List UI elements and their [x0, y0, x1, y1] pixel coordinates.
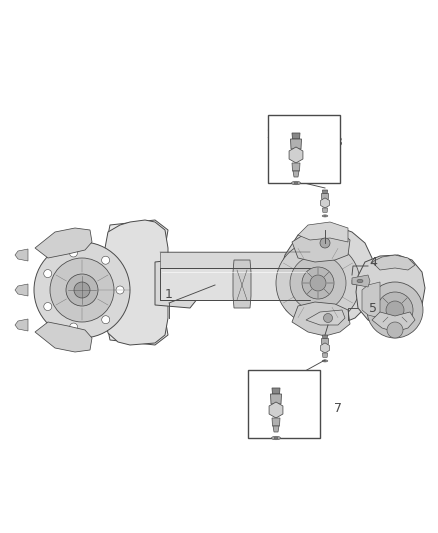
- Circle shape: [302, 267, 334, 299]
- Polygon shape: [233, 260, 251, 308]
- Polygon shape: [322, 190, 328, 193]
- Polygon shape: [368, 265, 384, 298]
- Polygon shape: [292, 228, 350, 262]
- Bar: [248, 370, 320, 438]
- Circle shape: [386, 301, 404, 319]
- Polygon shape: [298, 222, 348, 242]
- Polygon shape: [108, 220, 168, 255]
- Text: 5: 5: [369, 302, 377, 314]
- Polygon shape: [160, 268, 310, 300]
- Circle shape: [290, 255, 346, 311]
- Ellipse shape: [357, 280, 363, 284]
- Circle shape: [377, 292, 413, 328]
- Ellipse shape: [292, 181, 300, 185]
- Polygon shape: [108, 310, 168, 345]
- Circle shape: [320, 238, 330, 248]
- Polygon shape: [35, 228, 92, 258]
- Circle shape: [44, 303, 52, 311]
- Circle shape: [175, 280, 181, 286]
- Text: 4: 4: [369, 255, 377, 269]
- Polygon shape: [271, 394, 282, 404]
- Polygon shape: [105, 220, 168, 345]
- Circle shape: [102, 256, 110, 264]
- Circle shape: [310, 275, 326, 291]
- Polygon shape: [273, 426, 279, 432]
- Polygon shape: [160, 252, 310, 268]
- Polygon shape: [272, 418, 280, 426]
- Ellipse shape: [357, 279, 363, 282]
- Text: 7: 7: [334, 401, 342, 415]
- Circle shape: [387, 322, 403, 338]
- Polygon shape: [322, 208, 328, 212]
- Circle shape: [116, 286, 124, 294]
- Ellipse shape: [324, 215, 326, 216]
- Text: 3: 3: [334, 136, 342, 149]
- Ellipse shape: [274, 437, 278, 439]
- Polygon shape: [321, 198, 329, 208]
- Polygon shape: [269, 402, 283, 418]
- Polygon shape: [322, 335, 328, 338]
- Polygon shape: [352, 278, 368, 286]
- Polygon shape: [280, 226, 374, 327]
- Polygon shape: [321, 193, 328, 199]
- Circle shape: [367, 282, 423, 338]
- Polygon shape: [356, 255, 425, 326]
- Polygon shape: [321, 338, 328, 344]
- Polygon shape: [372, 255, 415, 270]
- Polygon shape: [352, 275, 370, 287]
- Circle shape: [324, 313, 332, 322]
- Text: 1: 1: [165, 288, 173, 302]
- Text: 6: 6: [258, 393, 266, 407]
- Circle shape: [66, 274, 98, 306]
- Polygon shape: [322, 353, 328, 357]
- Circle shape: [70, 323, 78, 331]
- Polygon shape: [272, 388, 280, 394]
- Polygon shape: [155, 258, 198, 308]
- Circle shape: [172, 277, 184, 289]
- Ellipse shape: [272, 436, 280, 440]
- Polygon shape: [321, 343, 329, 353]
- Bar: [268, 115, 340, 183]
- Polygon shape: [372, 273, 382, 282]
- Polygon shape: [289, 147, 303, 163]
- Circle shape: [74, 282, 90, 298]
- Polygon shape: [15, 319, 28, 331]
- Circle shape: [44, 270, 52, 278]
- Polygon shape: [292, 302, 350, 336]
- Polygon shape: [292, 133, 300, 139]
- Ellipse shape: [322, 360, 328, 362]
- Ellipse shape: [294, 182, 298, 184]
- Ellipse shape: [322, 215, 328, 217]
- Circle shape: [34, 242, 130, 338]
- Polygon shape: [15, 284, 28, 296]
- Polygon shape: [292, 163, 300, 171]
- Circle shape: [276, 241, 360, 325]
- Circle shape: [50, 258, 114, 322]
- Ellipse shape: [324, 360, 326, 361]
- Polygon shape: [362, 282, 380, 318]
- Polygon shape: [293, 171, 299, 177]
- Polygon shape: [15, 249, 28, 261]
- Polygon shape: [290, 139, 301, 149]
- Circle shape: [70, 249, 78, 257]
- Circle shape: [102, 316, 110, 324]
- Polygon shape: [372, 312, 415, 332]
- Polygon shape: [35, 322, 92, 352]
- Text: 2: 2: [266, 128, 274, 141]
- Polygon shape: [306, 310, 345, 325]
